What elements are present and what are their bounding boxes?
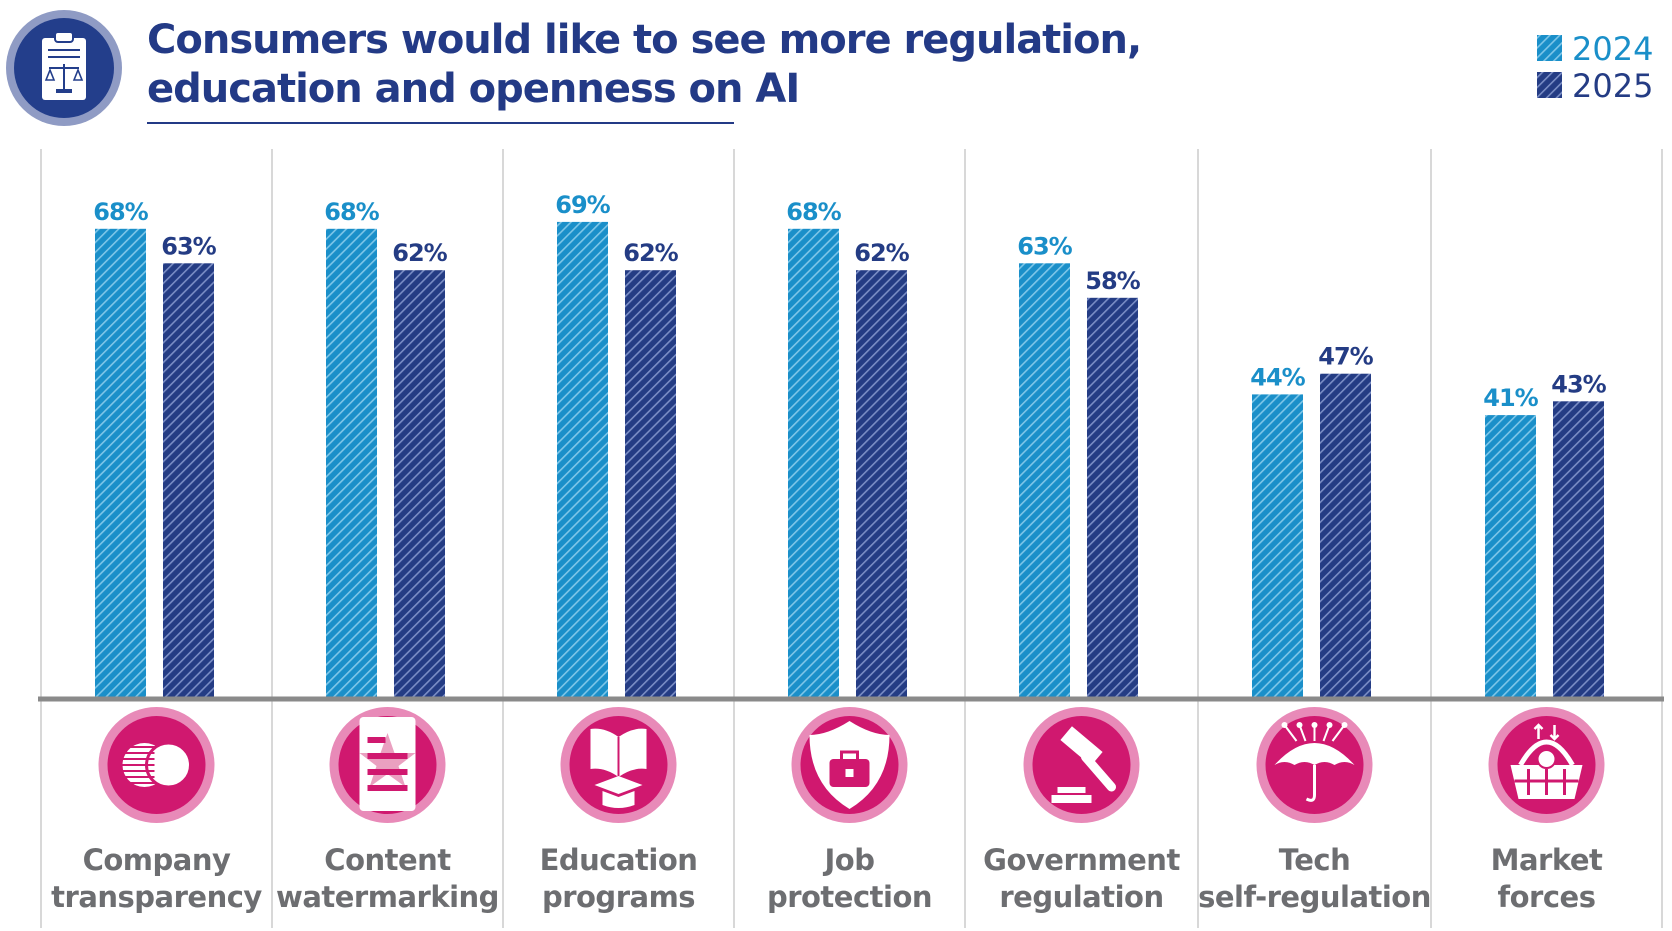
category-label-line-1: Education <box>540 843 698 877</box>
bar-2024 <box>326 228 377 699</box>
legend-label-2025: 2025 <box>1572 67 1653 105</box>
bar-value-label-2025: 62% <box>854 239 909 267</box>
category-label-line-2: regulation <box>999 880 1163 914</box>
bar-value-label-2025: 63% <box>161 232 216 260</box>
category-label-line-2: protection <box>767 880 932 914</box>
bar-2025 <box>163 263 214 698</box>
chart-title-line-2: education and openness on AI <box>147 66 799 112</box>
category-label-line-2: programs <box>542 880 695 914</box>
umbrella-circuit-icon <box>1256 707 1373 823</box>
bar-2025 <box>1320 373 1371 698</box>
bar-2025 <box>1087 297 1138 698</box>
bar-value-label-2024: 63% <box>1017 232 1072 260</box>
legend-swatch-2025 <box>1537 72 1562 98</box>
bar-value-label-2024: 68% <box>786 198 841 226</box>
category-label-line-1: Company <box>83 843 231 877</box>
bar-2024 <box>1252 394 1303 698</box>
category-label-line-2: self-regulation <box>1198 880 1431 914</box>
bar-2024 <box>95 228 146 699</box>
category-label-line-2: watermarking <box>276 880 499 914</box>
book-graduation-cap-icon <box>560 707 677 823</box>
bar-2024 <box>557 221 608 698</box>
clipboard-scales-icon <box>6 10 122 126</box>
bar-value-label-2025: 47% <box>1318 343 1373 371</box>
shopping-basket-icon <box>1488 707 1605 823</box>
bar-value-label-2025: 62% <box>623 239 678 267</box>
category-label-line-1: Content <box>324 843 451 877</box>
bar-value-label-2025: 62% <box>392 239 447 267</box>
legend: 2024 2025 <box>1537 30 1653 105</box>
bar-value-label-2024: 68% <box>93 198 148 226</box>
watermark-document-icon <box>329 707 446 823</box>
bar-value-label-2025: 43% <box>1551 370 1606 398</box>
category-label-line-1: Market <box>1491 843 1603 877</box>
category-label-line-1: Job <box>823 843 875 877</box>
chart-title-line-1: Consumers would like to see more regulat… <box>147 17 1141 63</box>
bar-value-label-2024: 44% <box>1250 363 1305 391</box>
category-label-line-2: forces <box>1498 880 1596 914</box>
category-label-line-2: transparency <box>51 880 262 914</box>
bar-2025 <box>394 270 445 698</box>
bar-2025 <box>856 270 907 698</box>
bar-2024 <box>1485 415 1536 698</box>
bar-value-label-2024: 68% <box>324 198 379 226</box>
bar-2024 <box>1019 263 1070 698</box>
category-label-line-1: Government <box>983 843 1180 877</box>
bar-2025 <box>1553 401 1604 698</box>
bar-2024 <box>788 228 839 699</box>
shield-briefcase-icon <box>791 707 908 823</box>
gavel-icon <box>1023 707 1140 823</box>
legend-label-2024: 2024 <box>1572 30 1653 68</box>
bar-value-label-2025: 58% <box>1085 267 1140 295</box>
bar-value-label-2024: 69% <box>555 191 610 219</box>
bar-value-label-2024: 41% <box>1483 384 1538 412</box>
category-label-line-1: Tech <box>1279 843 1350 877</box>
bar-2025 <box>625 270 676 698</box>
venn-coins-icon <box>98 707 215 823</box>
legend-swatch-2024 <box>1537 35 1562 61</box>
